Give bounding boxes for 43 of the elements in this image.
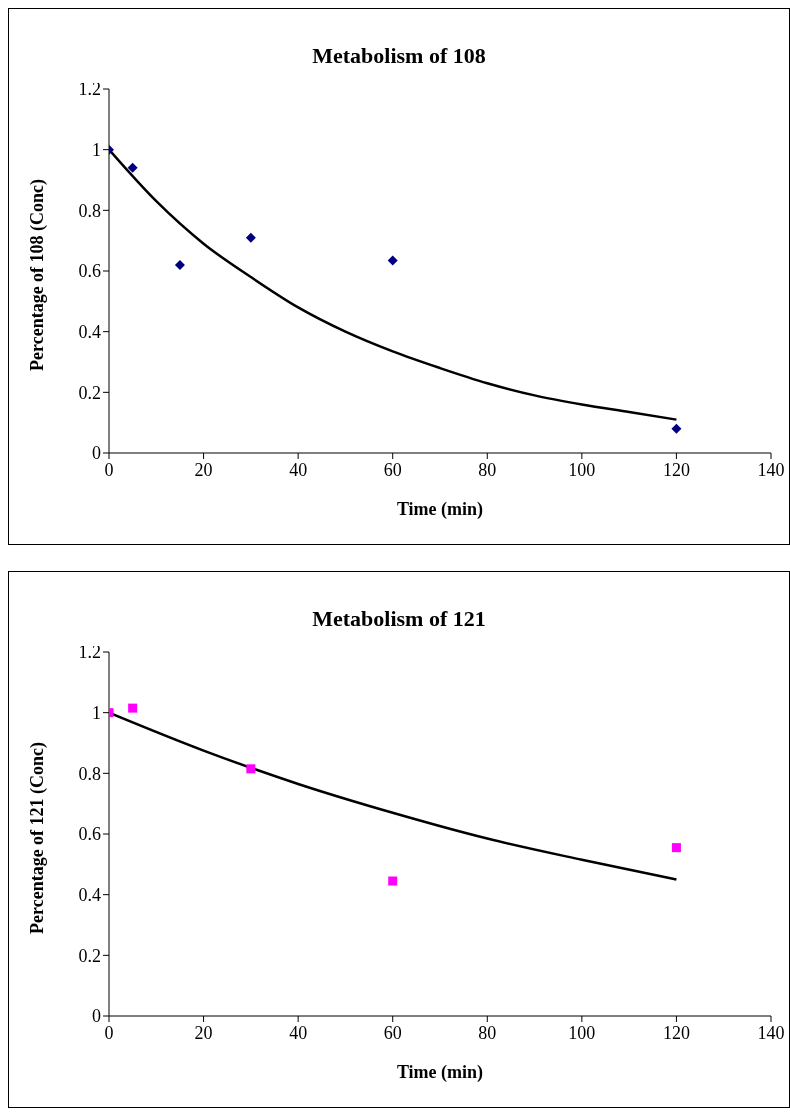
x-tick-label: 60	[383, 459, 402, 480]
point	[388, 876, 398, 886]
y-tick-label: 0.2	[78, 945, 101, 966]
point	[246, 764, 256, 774]
point	[128, 703, 138, 713]
x-tick-label: 140	[757, 459, 785, 480]
x-tick-label: 140	[757, 1022, 785, 1043]
y-tick-label: 0.4	[78, 322, 101, 343]
x-tick-label: 60	[383, 1022, 402, 1043]
x-tick-label: 100	[568, 459, 596, 480]
y-tick-label: 0.4	[78, 885, 101, 906]
x-tick-label: 80	[478, 1022, 497, 1043]
x-axis-title: Time (min)	[396, 1062, 484, 1083]
y-tick-label: 0.8	[78, 200, 101, 221]
point	[387, 255, 398, 266]
x-tick-label: 20	[194, 459, 213, 480]
y-tick-label: 0.2	[78, 382, 101, 403]
x-tick-label: 80	[478, 459, 497, 480]
y-tick-label: 0.6	[78, 824, 101, 845]
y-tick-label: 0	[92, 443, 101, 464]
y-tick-label: 0.6	[78, 261, 101, 282]
point	[127, 162, 138, 173]
chart-title: Metabolism of 121	[312, 606, 486, 631]
x-tick-label: 40	[289, 1022, 308, 1043]
chart-title: Metabolism of 108	[312, 43, 486, 68]
x-tick-label: 120	[662, 1022, 690, 1043]
point	[671, 423, 682, 434]
y-tick-label: 1	[92, 703, 101, 724]
x-tick-label: 100	[568, 1022, 596, 1043]
y-tick-label: 1.2	[78, 79, 101, 100]
x-tick-label: 20	[194, 1022, 213, 1043]
y-axis-title: Percentage of 108 (Conc)	[27, 178, 49, 371]
y-tick-label: 0	[92, 1006, 101, 1027]
point	[671, 843, 681, 853]
x-tick-label: 40	[289, 459, 308, 480]
x-axis-title: Time (min)	[396, 499, 484, 520]
y-tick-label: 1	[92, 140, 101, 161]
y-tick-label: 1.2	[78, 642, 101, 663]
point	[174, 259, 185, 270]
point	[245, 232, 256, 243]
y-tick-label: 0.8	[78, 763, 101, 784]
y-axis-title: Percentage of 121 (Conc)	[27, 741, 49, 934]
x-tick-label: 120	[662, 459, 690, 480]
